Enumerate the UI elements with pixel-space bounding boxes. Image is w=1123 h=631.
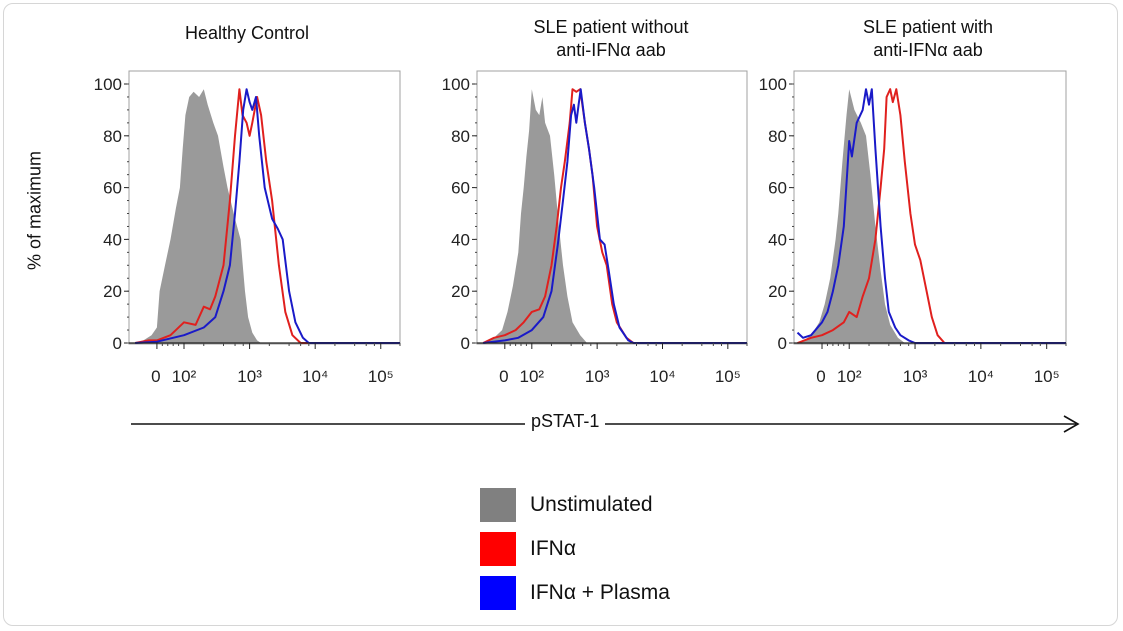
arrow-head-icon: [1063, 415, 1080, 433]
panel-title-sle-without-aab: SLE patient without anti-IFNα aab: [533, 17, 689, 60]
x-axis-label: pSTAT-1: [525, 411, 606, 432]
y-tick-label: 40: [103, 230, 122, 249]
y-tick-label: 0: [778, 334, 787, 353]
series-line-ifn-plasma: [483, 88, 747, 344]
y-tick-label: 60: [768, 179, 787, 198]
series-line-ifn-plasma: [135, 88, 400, 344]
y-tick-label: 100: [442, 75, 470, 94]
series-line-ifn: [797, 88, 1066, 344]
legend-label: IFNα: [530, 537, 576, 560]
y-tick-label: 80: [451, 127, 470, 146]
x-tick-label: 0: [499, 367, 508, 386]
x-tick-label: 0: [816, 367, 825, 386]
series-area-unstimulated: [135, 89, 400, 343]
y-tick-label: 100: [94, 75, 122, 94]
panel-title-healthy-control: Healthy Control: [184, 23, 310, 43]
y-tick-label: 60: [451, 179, 470, 198]
y-tick-label: 20: [768, 282, 787, 301]
x-tick-label: 10⁵: [368, 367, 394, 386]
legend-swatch-ifna-plasma: [480, 576, 516, 610]
x-tick-label: 10⁵: [1034, 367, 1060, 386]
legend-item-unstimulated: Unstimulated: [480, 488, 653, 522]
x-tick-label: 10⁵: [715, 367, 741, 386]
y-tick-label: 80: [768, 127, 787, 146]
figure-border: [3, 3, 1118, 626]
x-tick-label: 0: [151, 367, 160, 386]
x-tick-label: 10²: [837, 367, 862, 386]
x-tick-label: 10³: [585, 367, 610, 386]
legend-swatch-ifna: [480, 532, 516, 566]
x-tick-label: 10⁴: [968, 367, 994, 386]
y-tick-label: 20: [451, 282, 470, 301]
legend-swatch-unstimulated: [480, 488, 516, 522]
legend-label: IFNα + Plasma: [530, 581, 670, 604]
y-tick-label: 0: [461, 334, 470, 353]
y-tick-label: 40: [768, 230, 787, 249]
series-line-ifn: [135, 88, 400, 344]
x-tick-label: 10³: [903, 367, 928, 386]
y-tick-label: 100: [759, 75, 787, 94]
panel-title-sle-with-aab: SLE patient with anti-IFNα aab: [862, 17, 994, 60]
legend-item-ifna: IFNα: [480, 532, 576, 566]
series-line-ifn: [482, 88, 747, 344]
y-tick-label: 60: [103, 179, 122, 198]
y-tick-label: 0: [113, 334, 122, 353]
x-tick-label: 10²: [520, 367, 545, 386]
x-tick-label: 10⁴: [649, 367, 675, 386]
x-tick-label: 10²: [172, 367, 197, 386]
series-area-unstimulated: [800, 89, 1066, 343]
x-tick-label: 10⁴: [302, 367, 328, 386]
y-tick-label: 40: [451, 230, 470, 249]
y-tick-label: 80: [103, 127, 122, 146]
legend-label: Unstimulated: [530, 493, 653, 516]
legend-item-ifna-plasma: IFNα + Plasma: [480, 576, 670, 610]
y-tick-label: 20: [103, 282, 122, 301]
x-tick-label: 10³: [237, 367, 262, 386]
series-line-ifn-plasma: [796, 88, 1066, 344]
